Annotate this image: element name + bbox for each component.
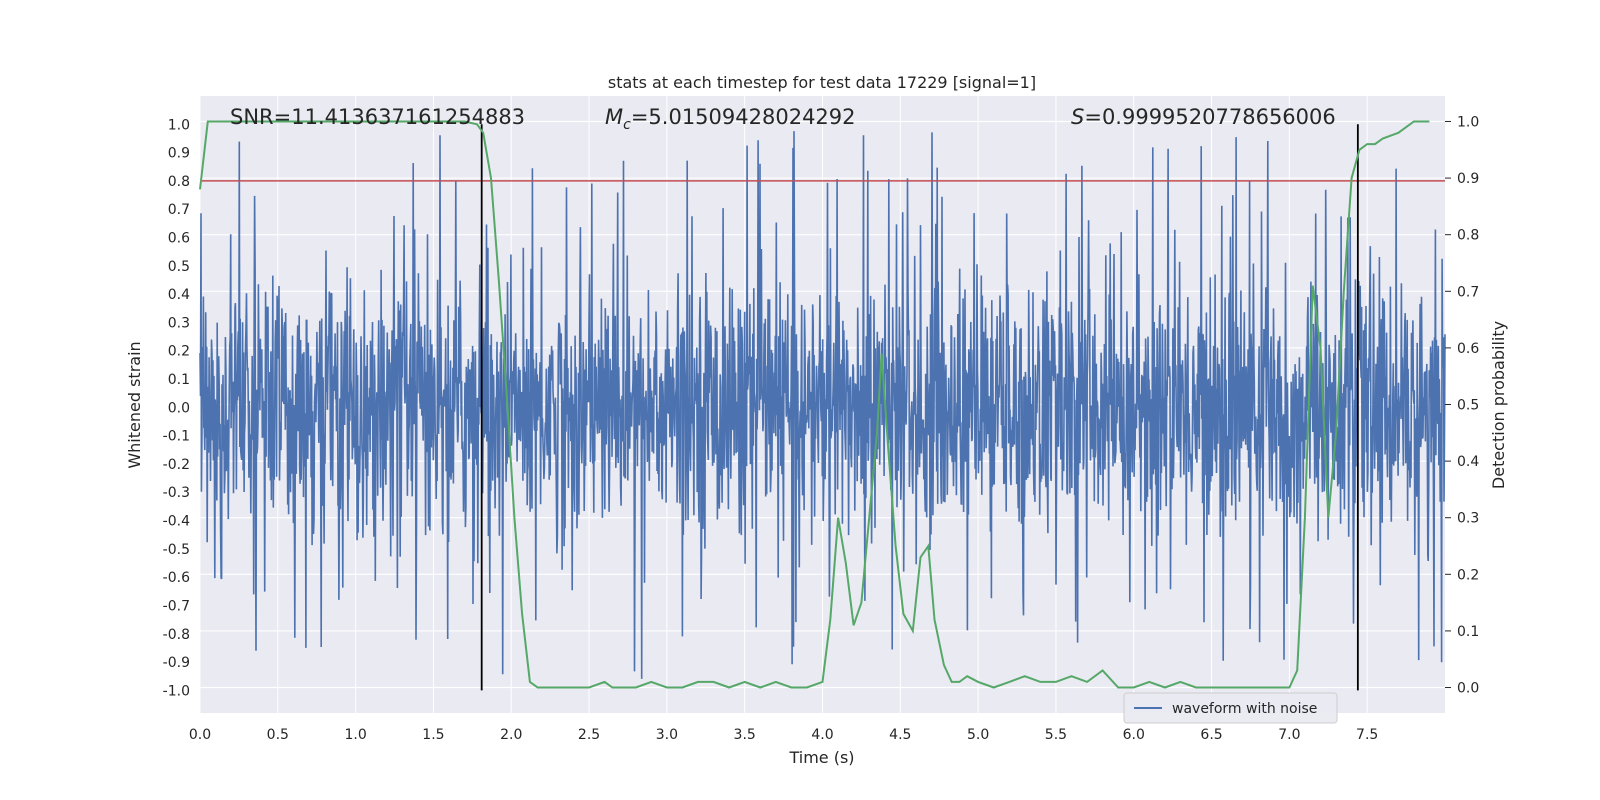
x-tick-label: 3.0	[656, 727, 678, 743]
y-tick-label: -0.4	[163, 514, 190, 530]
y-tick-label: -0.7	[163, 598, 190, 614]
x-tick-label: 1.5	[422, 727, 444, 743]
x-tick-label: 1.0	[344, 727, 366, 743]
x-tick-label: 2.5	[578, 727, 600, 743]
y-tick-label: -0.1	[163, 429, 190, 445]
y2-tick-label: 0.8	[1457, 228, 1479, 244]
legend-box	[1123, 692, 1338, 724]
probability-line	[199, 120, 1430, 689]
x-tick-label: 0.5	[267, 727, 289, 743]
chart-title: stats at each timestep for test data 172…	[608, 73, 1036, 92]
y2-axis-title: Detection probability	[1489, 321, 1508, 489]
legend: waveform with noise	[1123, 692, 1338, 724]
y-axis-left: 1.0 0.9 0.8 0.7 0.6 0.5 0.4 0.3 0.2 0.1 0.0 -0.1 -0.…	[163, 117, 190, 699]
chirp-mass-annotation: Mc=5.01509428024292	[605, 105, 856, 133]
snr-annotation: SNR=11.413637161254883	[230, 105, 525, 129]
y-tick-label: -0.2	[163, 457, 190, 473]
x-tick-label: 6.5	[1200, 727, 1222, 743]
probability-series	[199, 120, 1430, 689]
y-tick-label: -0.8	[163, 627, 190, 643]
score-annotation: S=0.9999520778656006	[1071, 105, 1336, 129]
score-symbol: S	[1071, 105, 1084, 129]
y-tick-label: 0.0	[168, 400, 190, 416]
y2-tick-label: 0.7	[1457, 284, 1479, 300]
x-tick-label: 4.0	[811, 727, 833, 743]
x-tick-label: 3.5	[734, 727, 756, 743]
y2-tick-label: 0.5	[1457, 398, 1479, 414]
y-tick-label: 0.1	[168, 372, 190, 388]
y2-tick-label: 0.2	[1457, 567, 1479, 583]
x-tick-label: 4.5	[889, 727, 911, 743]
y-tick-label: 0.5	[168, 259, 190, 275]
y-axis-right: 0.0 0.1 0.2 0.3 0.4 0.5 0.6 0.7 0.8 0.9 1.0	[1445, 114, 1479, 697]
y-tick-label: 0.6	[168, 231, 190, 247]
legend-label: waveform with noise	[1172, 701, 1317, 717]
y-tick-label: -0.3	[163, 485, 190, 501]
y-tick-label: 0.3	[168, 315, 190, 331]
chirp-mass-subscript: c	[623, 117, 631, 133]
x-tick-label: 6.0	[1123, 727, 1145, 743]
markers	[200, 124, 1445, 691]
y-tick-label: -0.5	[163, 542, 190, 558]
y-tick-label: 1.0	[168, 117, 190, 133]
y2-tick-label: 0.9	[1457, 171, 1479, 187]
x-axis: 0.0 0.5 1.0 1.5 2.0 2.5 3.0 3.5 4.0 4.5 5.0 5.5 6.0 6…	[189, 727, 1378, 743]
y2-tick-label: 0.1	[1457, 624, 1479, 640]
y2-tick-label: 0.6	[1457, 341, 1479, 357]
x-tick-label: 0.0	[189, 727, 211, 743]
y2-tick-label: 0.3	[1457, 511, 1479, 527]
y-tick-label: 0.2	[168, 344, 190, 360]
chirp-mass-value: =5.01509428024292	[631, 105, 856, 129]
y-tick-label: -1.0	[163, 683, 190, 699]
waveform-series	[199, 131, 1446, 679]
chirp-mass-symbol: M	[605, 105, 623, 129]
y2-tick-label: 0.4	[1457, 454, 1479, 470]
y2-tick-label: 0.0	[1457, 681, 1479, 697]
y-tick-label: -0.9	[163, 655, 190, 671]
x-tick-label: 7.0	[1278, 727, 1300, 743]
y2-tick-label: 1.0	[1457, 114, 1479, 130]
y-tick-label: 0.9	[168, 146, 190, 162]
y-tick-label: 0.8	[168, 174, 190, 190]
waveform-line	[199, 131, 1446, 679]
x-axis-title: Time (s)	[788, 748, 854, 767]
x-tick-label: 7.5	[1356, 727, 1378, 743]
x-tick-label: 5.5	[1045, 727, 1067, 743]
x-tick-label: 5.0	[967, 727, 989, 743]
y-tick-label: 0.7	[168, 202, 190, 218]
x-tick-label: 2.0	[500, 727, 522, 743]
y-axis-title: Whitened strain	[125, 341, 144, 468]
y-tick-label: 0.4	[168, 287, 190, 303]
y-tick-label: -0.6	[163, 570, 190, 586]
score-value: =0.9999520778656006	[1084, 105, 1335, 129]
